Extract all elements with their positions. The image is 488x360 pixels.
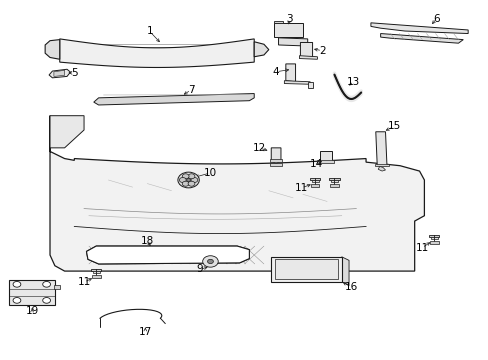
Polygon shape	[374, 164, 388, 166]
Polygon shape	[86, 246, 249, 264]
Circle shape	[179, 177, 186, 183]
Circle shape	[207, 259, 213, 264]
Text: 12: 12	[252, 143, 265, 153]
Polygon shape	[370, 23, 467, 33]
Text: 15: 15	[387, 121, 400, 131]
Text: 11: 11	[414, 243, 427, 253]
Text: 1: 1	[146, 26, 153, 36]
Polygon shape	[375, 132, 386, 166]
Polygon shape	[50, 116, 424, 271]
Text: 2: 2	[318, 46, 325, 56]
Text: 18: 18	[141, 236, 154, 246]
Text: 14: 14	[309, 159, 323, 169]
Polygon shape	[380, 33, 462, 43]
Polygon shape	[94, 94, 254, 105]
Polygon shape	[50, 116, 84, 148]
Text: 4: 4	[272, 67, 279, 77]
Text: 13: 13	[346, 77, 360, 87]
Polygon shape	[162, 49, 205, 52]
Polygon shape	[9, 280, 55, 305]
Polygon shape	[86, 246, 249, 264]
Polygon shape	[428, 235, 439, 237]
Polygon shape	[310, 184, 319, 187]
Text: 10: 10	[203, 168, 217, 178]
Polygon shape	[319, 152, 331, 162]
Text: 5: 5	[71, 68, 78, 78]
Circle shape	[182, 181, 189, 186]
Polygon shape	[274, 259, 338, 279]
Polygon shape	[299, 56, 317, 59]
Polygon shape	[54, 285, 60, 289]
Polygon shape	[328, 178, 339, 180]
Text: 9: 9	[196, 264, 203, 274]
Polygon shape	[60, 39, 254, 67]
Polygon shape	[377, 166, 385, 171]
Polygon shape	[278, 38, 307, 46]
Circle shape	[42, 282, 50, 287]
Polygon shape	[330, 180, 337, 182]
Polygon shape	[317, 160, 334, 163]
Polygon shape	[45, 40, 60, 59]
Polygon shape	[284, 81, 309, 84]
Circle shape	[202, 256, 218, 267]
Polygon shape	[254, 42, 268, 57]
Polygon shape	[329, 184, 338, 187]
Text: 19: 19	[25, 306, 39, 316]
Polygon shape	[271, 257, 341, 282]
Polygon shape	[309, 178, 320, 180]
Polygon shape	[341, 257, 348, 285]
Polygon shape	[92, 275, 101, 278]
Polygon shape	[54, 70, 64, 76]
Polygon shape	[271, 148, 281, 164]
Text: 11: 11	[77, 277, 90, 287]
Text: 3: 3	[286, 14, 292, 24]
Polygon shape	[273, 21, 283, 23]
Polygon shape	[311, 180, 318, 182]
Polygon shape	[49, 69, 70, 78]
Polygon shape	[307, 82, 312, 88]
Circle shape	[13, 297, 21, 303]
Circle shape	[191, 177, 198, 183]
Circle shape	[13, 282, 21, 287]
Polygon shape	[93, 271, 100, 273]
Polygon shape	[269, 159, 282, 162]
Circle shape	[186, 179, 190, 181]
Polygon shape	[430, 237, 437, 239]
Polygon shape	[429, 241, 438, 244]
Text: 17: 17	[139, 327, 152, 337]
Polygon shape	[273, 23, 302, 37]
Text: 16: 16	[344, 282, 357, 292]
Circle shape	[188, 174, 195, 179]
Polygon shape	[285, 64, 295, 82]
Polygon shape	[91, 269, 101, 271]
Circle shape	[182, 174, 189, 179]
Text: 8: 8	[68, 123, 75, 133]
Text: 11: 11	[294, 183, 307, 193]
Polygon shape	[300, 42, 312, 59]
Circle shape	[178, 172, 199, 188]
Circle shape	[188, 181, 195, 186]
Circle shape	[42, 297, 50, 303]
Polygon shape	[269, 163, 282, 166]
Text: 6: 6	[432, 14, 439, 23]
Text: 7: 7	[187, 85, 194, 95]
